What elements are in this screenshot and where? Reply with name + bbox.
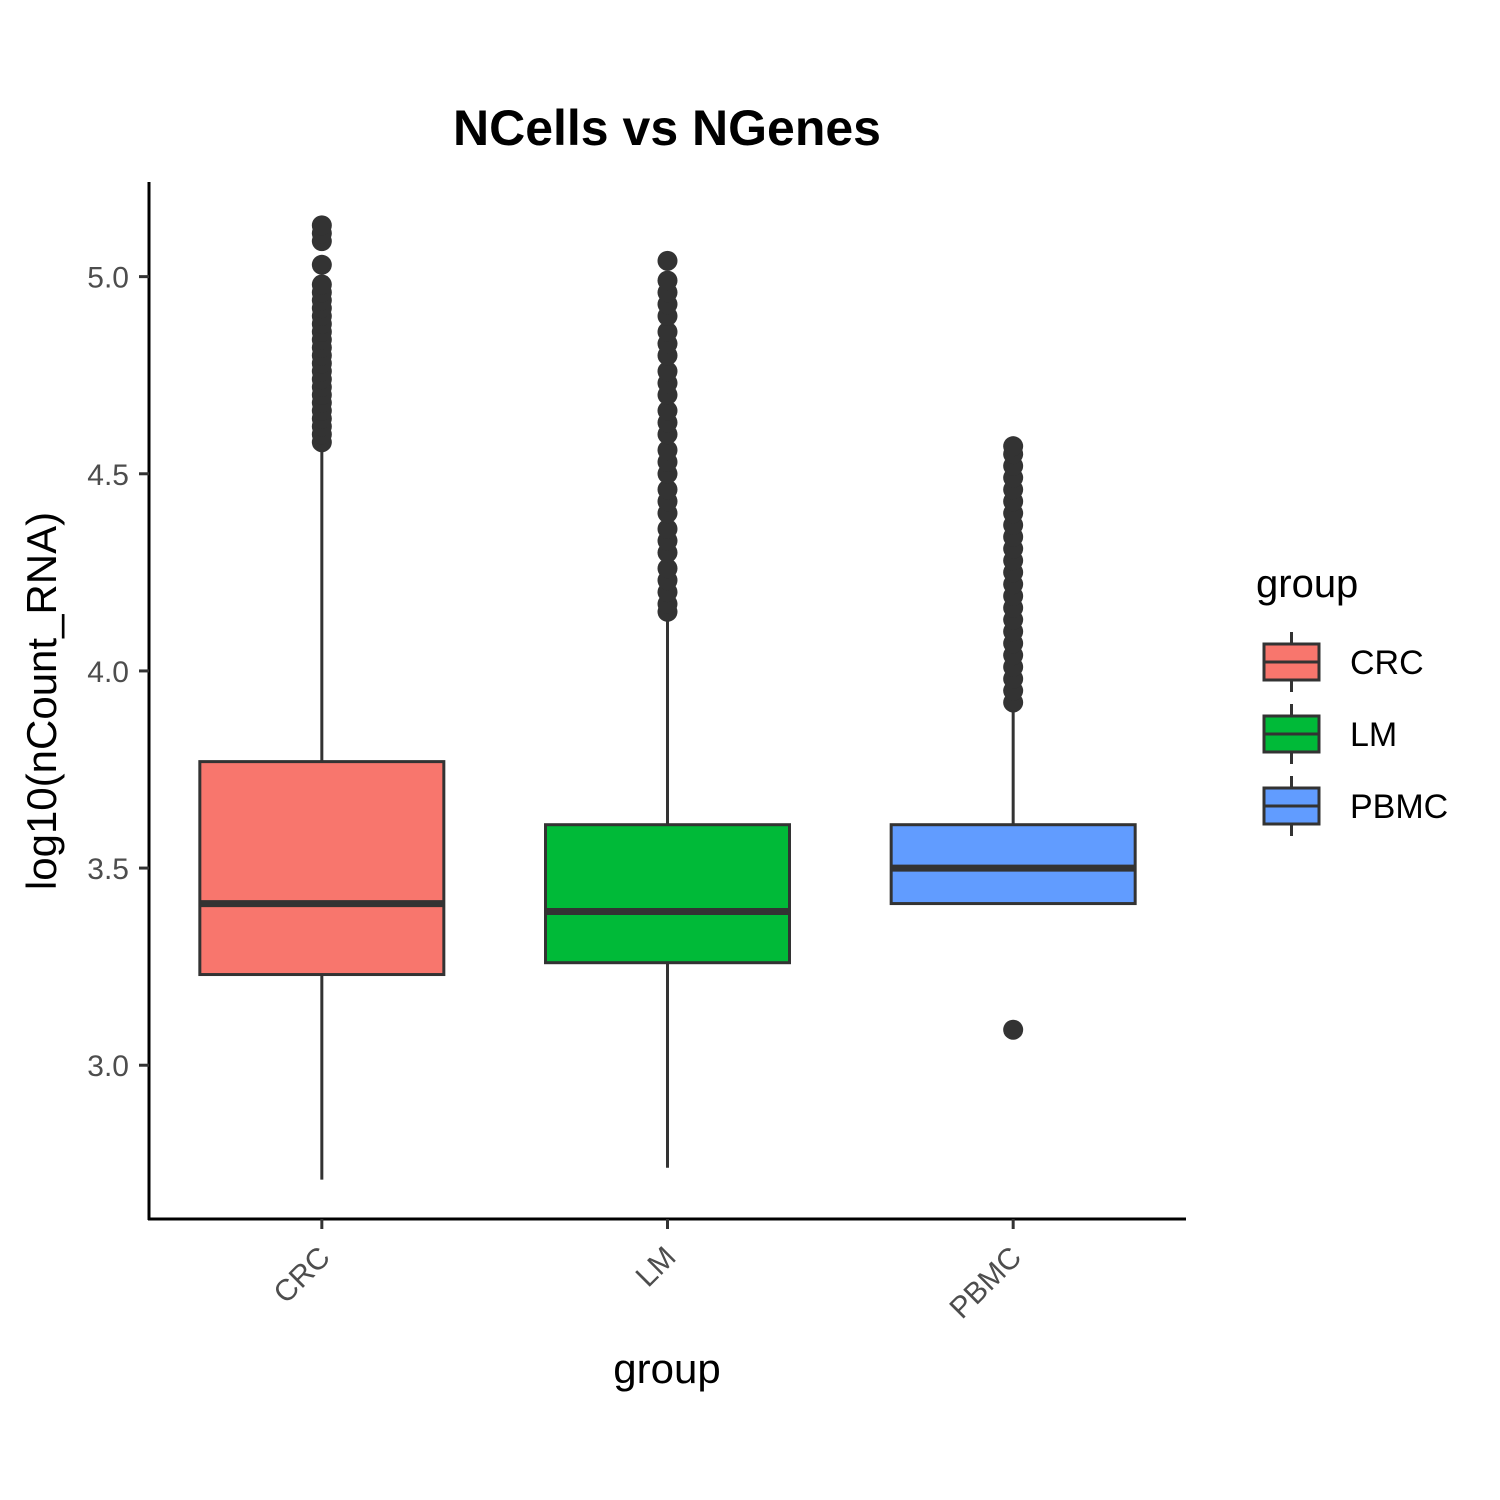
outlier-point (311, 215, 332, 236)
chart-title: NCells vs NGenes (453, 100, 881, 156)
outlier-point (657, 400, 678, 421)
outlier-point (657, 558, 678, 579)
outlier-point (657, 518, 678, 539)
x-axis-title: group (613, 1345, 720, 1392)
x-tick-label: PBMC (943, 1241, 1028, 1326)
y-tick-label: 3.5 (87, 853, 129, 886)
box-group-crc (198, 215, 446, 1180)
outlier-point (657, 361, 678, 382)
outlier-point (1003, 436, 1024, 457)
legend-label: LM (1350, 716, 1397, 754)
outlier-point (1003, 1019, 1024, 1040)
outlier-point (657, 250, 678, 271)
box-group-pbmc (889, 436, 1137, 1040)
box-iqr (544, 823, 791, 965)
y-tick-label: 4.0 (87, 656, 129, 689)
legend-item-crc: CRC (1262, 632, 1424, 692)
box-iqr (889, 823, 1137, 906)
plot-area: 3.0 3.5 4.0 4.5 5.0 CRC LM PBMC (87, 182, 1186, 1325)
outlier-point (657, 270, 678, 291)
x-tick-label: CRC (267, 1241, 336, 1310)
legend-item-lm: LM (1262, 704, 1397, 764)
legend: CRC LM PBMC (1262, 632, 1448, 836)
outlier-point (311, 274, 332, 295)
legend-item-pbmc: PBMC (1262, 776, 1448, 836)
outlier-point (657, 479, 678, 500)
y-tick-label: 4.5 (87, 459, 129, 492)
y-tick-label: 3.0 (87, 1050, 129, 1083)
box-iqr (198, 760, 446, 977)
legend-label: CRC (1350, 644, 1424, 682)
y-tick-label: 5.0 (87, 262, 129, 295)
legend-title: group (1256, 562, 1358, 606)
outlier-point (311, 254, 332, 275)
box-group-lm (544, 250, 791, 1168)
outlier-point (657, 321, 678, 342)
legend-label: PBMC (1350, 788, 1448, 826)
outlier-point (657, 440, 678, 461)
y-axis-title: log10(nCount_RNA) (18, 512, 65, 890)
x-tick-label: LM (630, 1241, 683, 1294)
